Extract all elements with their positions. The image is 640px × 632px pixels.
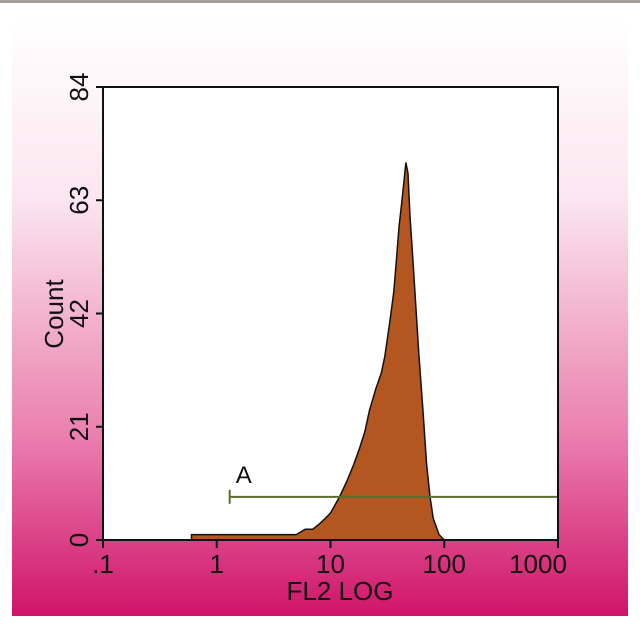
top-rule [0,0,640,3]
plot-area [103,87,558,540]
x-axis-label: FL2 LOG [287,576,394,606]
histogram-area [190,162,447,541]
x-tick-label: 100 [423,549,466,579]
x-tick-label: 1 [210,549,224,579]
y-tick-label: 84 [64,73,94,102]
y-tick-label: 63 [64,186,94,215]
x-tick-label: 10 [316,549,345,579]
x-tick-label: .1 [92,549,114,579]
y-tick-label: 21 [64,412,94,441]
gate-label: A [236,462,252,489]
x-tick-label: 1000 [509,549,567,579]
y-tick-label: 0 [64,533,94,547]
y-axis-label: Count [39,279,69,349]
y-tick-label: 42 [64,299,94,328]
